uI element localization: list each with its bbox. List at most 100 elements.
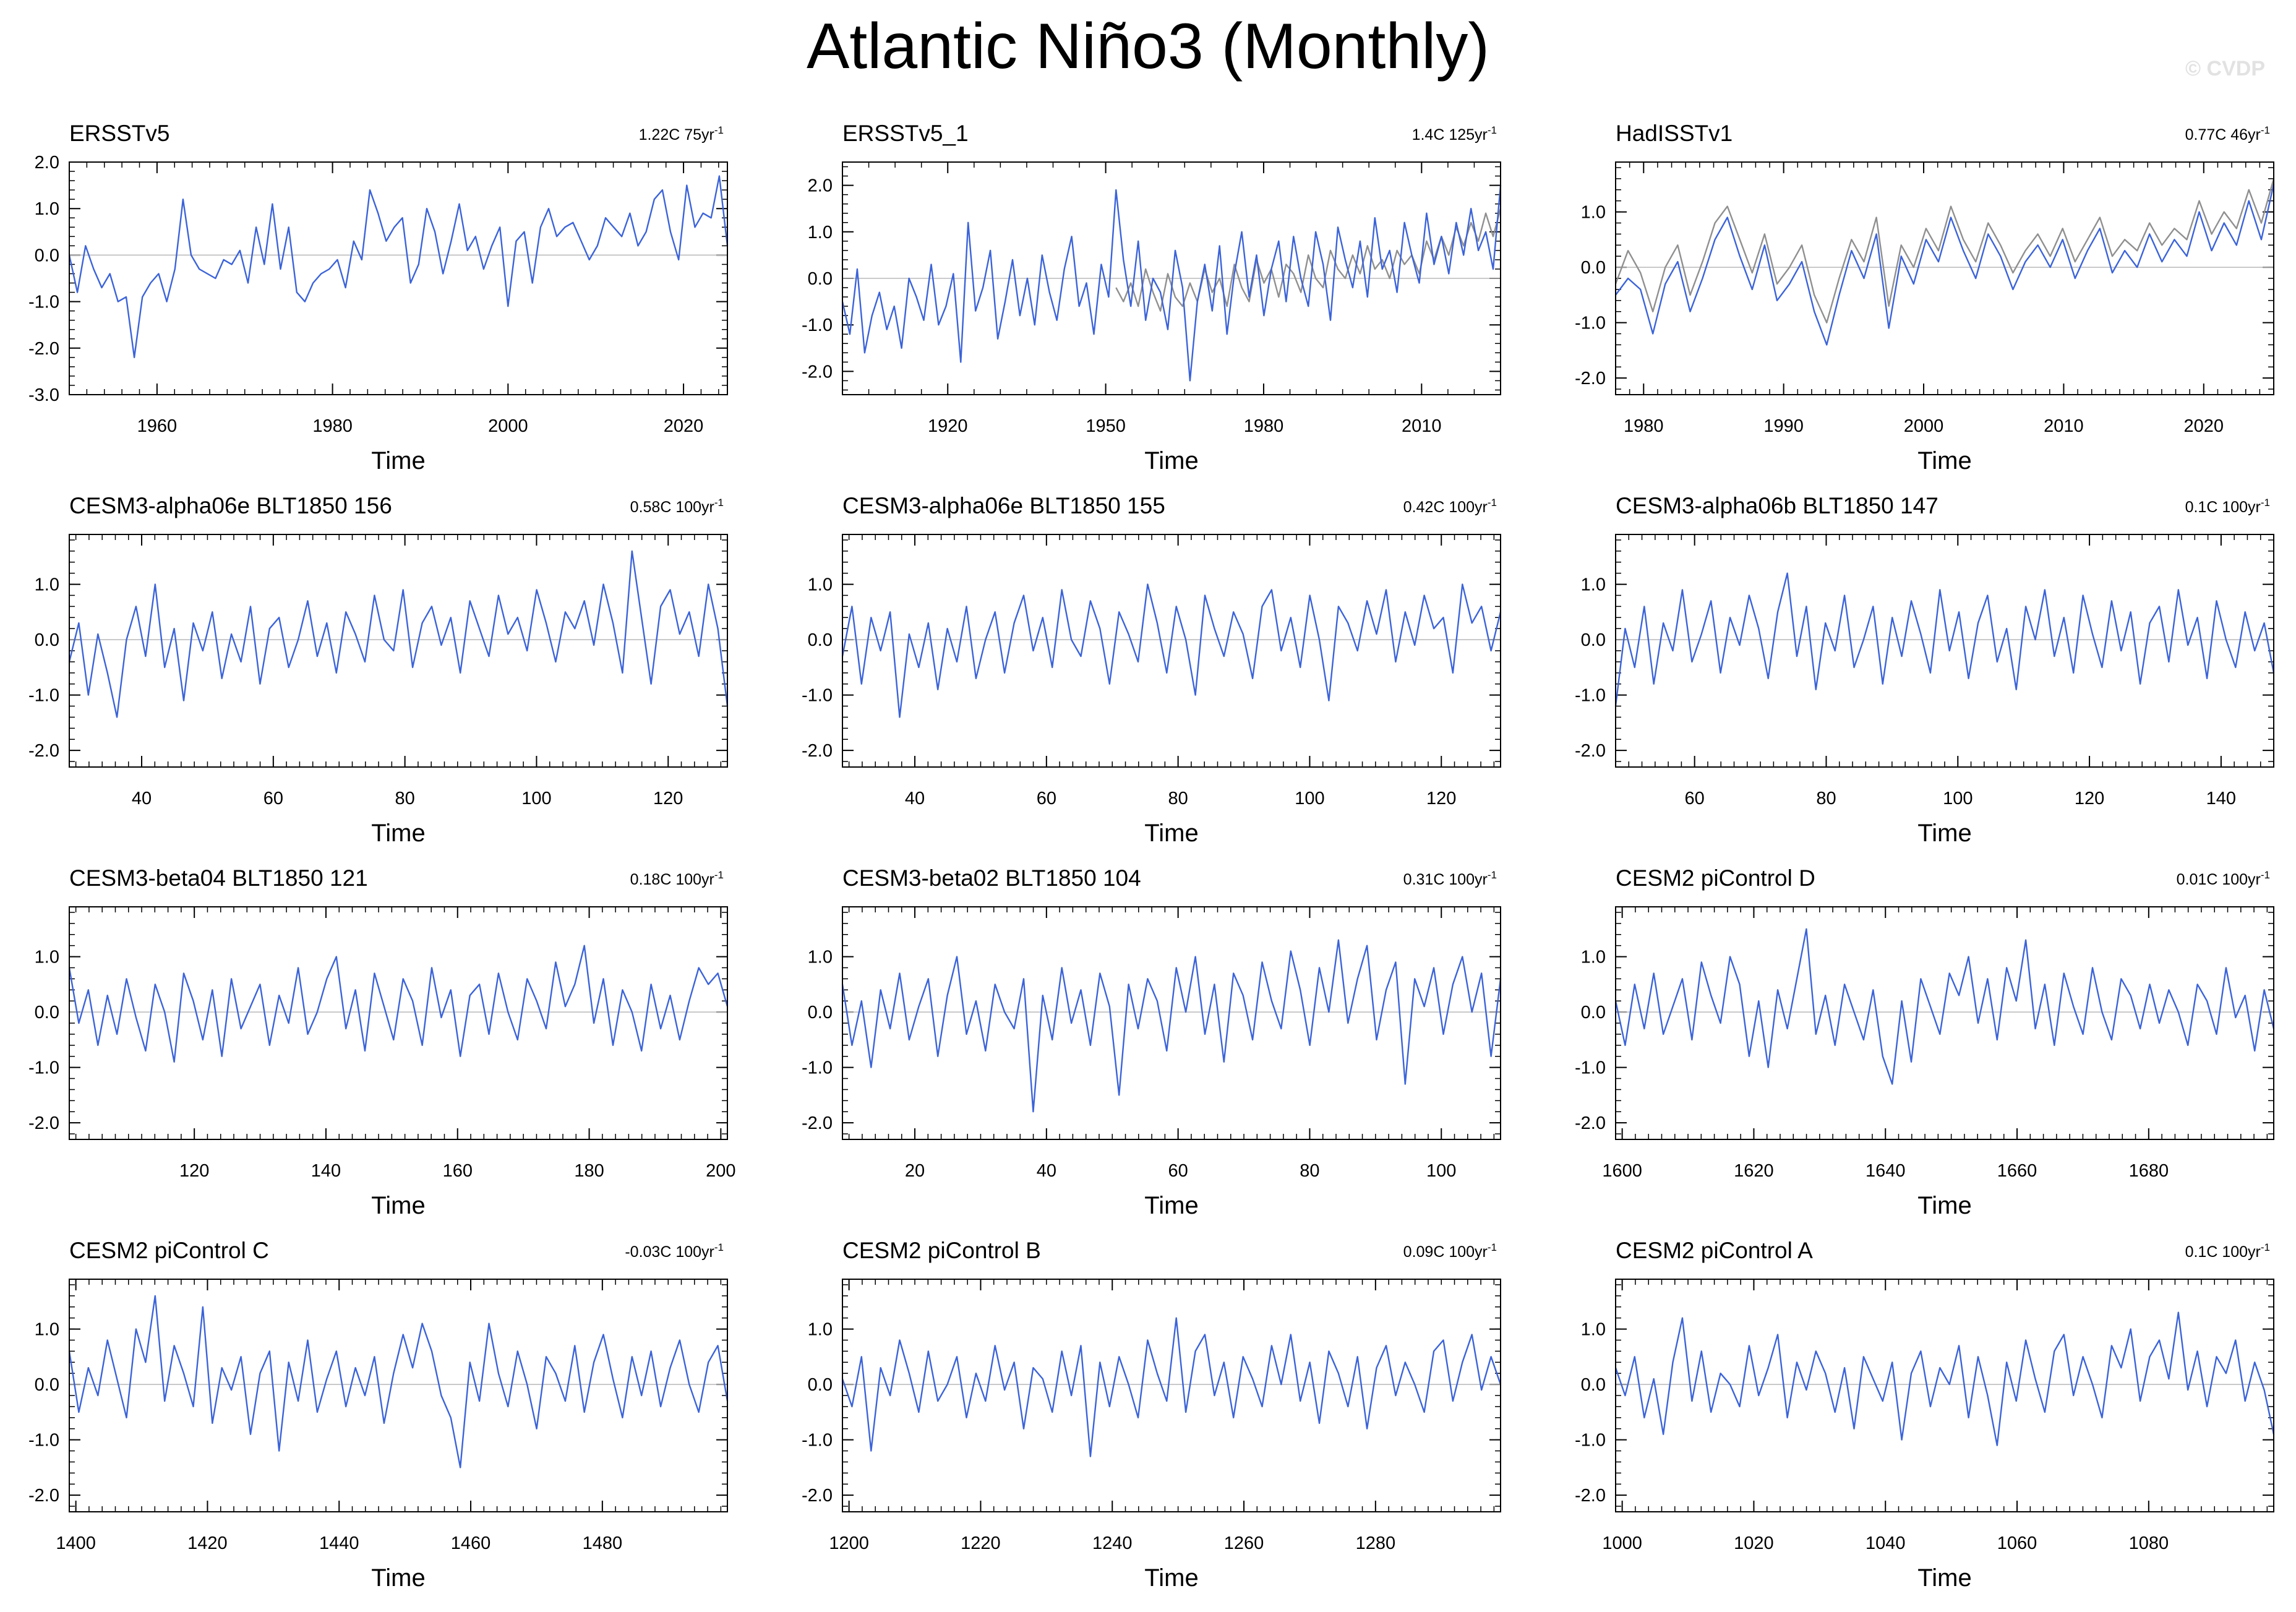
y-tick-label: -2.0	[802, 1113, 833, 1133]
y-tick-label: 1.0	[35, 1320, 59, 1340]
trend-exponent: -1	[2261, 1241, 2270, 1253]
y-tick-label: 1.0	[35, 199, 59, 219]
panel-title: CESM2 piControl C	[69, 1238, 269, 1263]
plot-frame	[842, 161, 1501, 395]
y-tick-label: 1.0	[808, 1320, 833, 1340]
y-tick-label: -1.0	[28, 686, 59, 706]
y-tick-label: 1.0	[808, 223, 833, 242]
y-tick-label: -1.0	[1575, 314, 1606, 333]
trend-label: 0.1C 100yr-1	[2185, 1241, 2270, 1261]
trend-label: -0.03C 100yr-1	[625, 1241, 724, 1261]
panel-title: CESM2 piControl A	[1616, 1238, 1813, 1263]
x-tick-label: 20	[905, 1161, 925, 1181]
trend-label: 0.1C 100yr-1	[2185, 497, 2270, 516]
x-tick-label: 80	[1300, 1161, 1319, 1181]
figure-title: Atlantic Niño3 (Monthly)	[807, 11, 1489, 82]
x-tick-label: 2020	[2184, 416, 2224, 436]
x-tick-label: 1990	[1763, 416, 1804, 436]
x-tick-label: 1000	[1602, 1533, 1642, 1553]
y-tick-label: -1.0	[802, 1058, 833, 1078]
plot-frame	[842, 1279, 1501, 1512]
trend-exponent: -1	[2261, 869, 2270, 881]
trend-value: 0.01C 100yr	[2177, 871, 2261, 888]
y-tick-label: 0.0	[35, 630, 59, 650]
x-tick-label: 1080	[2129, 1533, 2169, 1553]
trend-label: 0.09C 100yr-1	[1403, 1241, 1497, 1261]
trend-value: -0.03C 100yr	[625, 1243, 714, 1261]
series-line	[1614, 928, 2275, 1085]
y-tick-label: -2.0	[1575, 1113, 1606, 1133]
plot-frame	[69, 534, 728, 768]
y-tick-label: 1.0	[35, 575, 59, 595]
plot-frame	[69, 906, 728, 1140]
x-tick-label: 1400	[56, 1533, 96, 1553]
y-tick-label: -1.0	[1575, 1431, 1606, 1451]
plot-frame	[1615, 906, 2274, 1140]
x-tick-label: 1660	[1997, 1161, 2037, 1181]
series-line	[68, 550, 729, 718]
y-tick-label: -1.0	[802, 686, 833, 706]
plot-frame	[1615, 534, 2274, 768]
y-tick-label: 0.0	[1581, 630, 1606, 650]
trend-exponent: -1	[2261, 124, 2270, 136]
x-tick-label: 1280	[1356, 1533, 1396, 1553]
panel-title: HadISSTv1	[1616, 121, 1733, 146]
x-tick-label: 1220	[961, 1533, 1001, 1553]
x-tick-label: 120	[653, 789, 683, 808]
x-axis-label: Time	[371, 447, 425, 474]
x-tick-label: 60	[1168, 1161, 1188, 1181]
panel-title: CESM3-alpha06e BLT1850 156	[69, 493, 392, 518]
panel-title: ERSSTv5	[69, 121, 169, 146]
y-tick-label: -1.0	[802, 315, 833, 335]
trend-label: 0.77C 46yr-1	[2185, 124, 2270, 144]
y-tick-label: -1.0	[28, 1058, 59, 1078]
series-line	[841, 185, 1502, 382]
x-tick-label: 60	[1037, 789, 1056, 808]
x-tick-label: 180	[574, 1161, 604, 1181]
x-tick-label: 1020	[1734, 1533, 1774, 1553]
y-tick-label: -3.0	[28, 385, 59, 405]
x-tick-label: 100	[1426, 1161, 1456, 1181]
x-tick-label: 1680	[2129, 1161, 2169, 1181]
y-tick-label: 2.0	[35, 153, 59, 173]
trend-value: 0.42C 100yr	[1403, 499, 1488, 516]
chart-panel: ERSSTv5 1.22C 75yr-1 1960 1980 2000 2020 -3.0 -…	[28, 121, 729, 474]
x-tick-label: 80	[1816, 789, 1836, 808]
y-tick-label: -2.0	[1575, 741, 1606, 761]
y-tick-label: 1.0	[35, 948, 59, 967]
x-tick-label: 1980	[312, 416, 353, 436]
y-tick-label: -2.0	[28, 1486, 59, 1506]
y-tick-label: 0.0	[1581, 258, 1606, 278]
trend-value: 0.09C 100yr	[1403, 1243, 1488, 1261]
trend-value: 0.1C 100yr	[2185, 1243, 2261, 1261]
x-tick-label: 60	[1685, 789, 1705, 808]
y-tick-label: 0.0	[808, 630, 833, 650]
secondary-series-line	[1115, 208, 1502, 312]
x-tick-label: 120	[179, 1161, 209, 1181]
chart-panel: CESM2 piControl C -0.03C 100yr-1 1400 1420 1…	[28, 1238, 729, 1592]
trend-label: 1.22C 75yr-1	[639, 124, 724, 144]
x-tick-label: 1620	[1734, 1161, 1774, 1181]
trend-exponent: -1	[2261, 497, 2270, 508]
x-tick-label: 100	[1943, 789, 1973, 808]
trend-exponent: -1	[1488, 497, 1497, 508]
y-tick-label: -1.0	[28, 1431, 59, 1451]
y-tick-label: 0.0	[1581, 1375, 1606, 1395]
x-axis-label: Time	[371, 1192, 425, 1219]
y-tick-label: -1.0	[1575, 1058, 1606, 1078]
y-tick-label: -1.0	[1575, 686, 1606, 706]
x-axis-label: Time	[1144, 820, 1198, 847]
trend-label: 0.42C 100yr-1	[1403, 497, 1497, 516]
trend-exponent: -1	[1488, 869, 1497, 881]
y-tick-label: -2.0	[802, 362, 833, 382]
x-axis-label: Time	[1917, 1192, 1971, 1219]
y-tick-label: 1.0	[1581, 575, 1606, 595]
x-tick-label: 2000	[488, 416, 528, 436]
x-tick-label: 60	[263, 789, 283, 808]
trend-exponent: -1	[714, 869, 724, 881]
trend-value: 0.58C 100yr	[630, 499, 714, 516]
trend-label: 1.4C 125yr-1	[1412, 124, 1497, 144]
trend-exponent: -1	[714, 497, 724, 508]
panel-title: CESM3-beta02 BLT1850 104	[842, 865, 1141, 891]
